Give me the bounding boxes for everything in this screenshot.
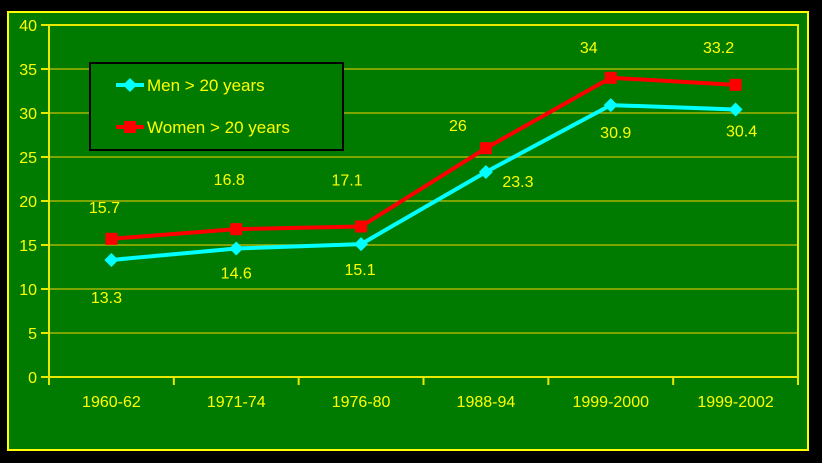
legend-item[interactable]: Women > 20 years <box>116 118 290 137</box>
series-line[interactable] <box>109 75 738 241</box>
data-label: 15.7 <box>89 200 120 217</box>
y-tick-label: 5 <box>28 326 37 343</box>
data-point[interactable] <box>603 98 618 113</box>
data-label: 34 <box>580 40 598 57</box>
y-tick-label: 0 <box>28 370 37 387</box>
x-axis-label: 1999-2000 <box>572 394 649 411</box>
data-point[interactable] <box>479 142 492 155</box>
y-tick-label: 20 <box>19 194 37 211</box>
data-point[interactable] <box>354 237 369 252</box>
x-axis-label: 1960-62 <box>82 394 141 411</box>
data-point[interactable] <box>729 78 742 91</box>
legend-label: Women > 20 years <box>147 118 290 137</box>
data-point[interactable] <box>105 232 118 245</box>
series-women: 15.7 16.8 17.1 26 34 33.2 <box>89 40 742 245</box>
data-point[interactable] <box>478 164 493 179</box>
y-tick-label: 15 <box>19 238 37 255</box>
data-label: 33.2 <box>703 40 734 57</box>
data-point[interactable] <box>355 220 368 233</box>
data-point[interactable] <box>604 71 617 84</box>
legend-box[interactable] <box>89 62 344 151</box>
x-axis-label: 1976-80 <box>332 394 391 411</box>
data-point[interactable] <box>230 223 243 236</box>
data-label: 14.6 <box>221 266 252 283</box>
data-point[interactable] <box>728 102 743 117</box>
data-label: 17.1 <box>332 173 363 190</box>
data-label: 30.4 <box>726 123 757 140</box>
series-line[interactable] <box>109 103 738 262</box>
x-axis-label: 1971-74 <box>207 394 266 411</box>
legend-marker[interactable] <box>123 78 137 92</box>
series-men: 13.3 14.6 15.1 23.3 30.9 30.4 <box>91 98 757 307</box>
data-label: 23.3 <box>502 174 533 191</box>
y-tick-label: 35 <box>19 62 37 79</box>
y-tick-label: 25 <box>19 150 37 167</box>
data-point[interactable] <box>104 252 119 267</box>
legend-label: Men > 20 years <box>147 76 265 95</box>
data-label: 15.1 <box>345 262 376 279</box>
y-tick-label: 10 <box>19 282 37 299</box>
legend-marker[interactable] <box>124 121 136 133</box>
data-label: 16.8 <box>214 172 245 189</box>
data-point[interactable] <box>229 241 244 256</box>
x-axis-label: 1999-2002 <box>697 394 774 411</box>
legend-item[interactable]: Men > 20 years <box>116 76 265 95</box>
y-tick-label: 30 <box>19 106 37 123</box>
data-label: 30.9 <box>600 125 631 142</box>
data-label: 26 <box>449 118 467 135</box>
x-axis-label: 1988-94 <box>457 394 516 411</box>
data-label: 13.3 <box>91 290 122 307</box>
y-tick-label: 40 <box>19 18 37 35</box>
